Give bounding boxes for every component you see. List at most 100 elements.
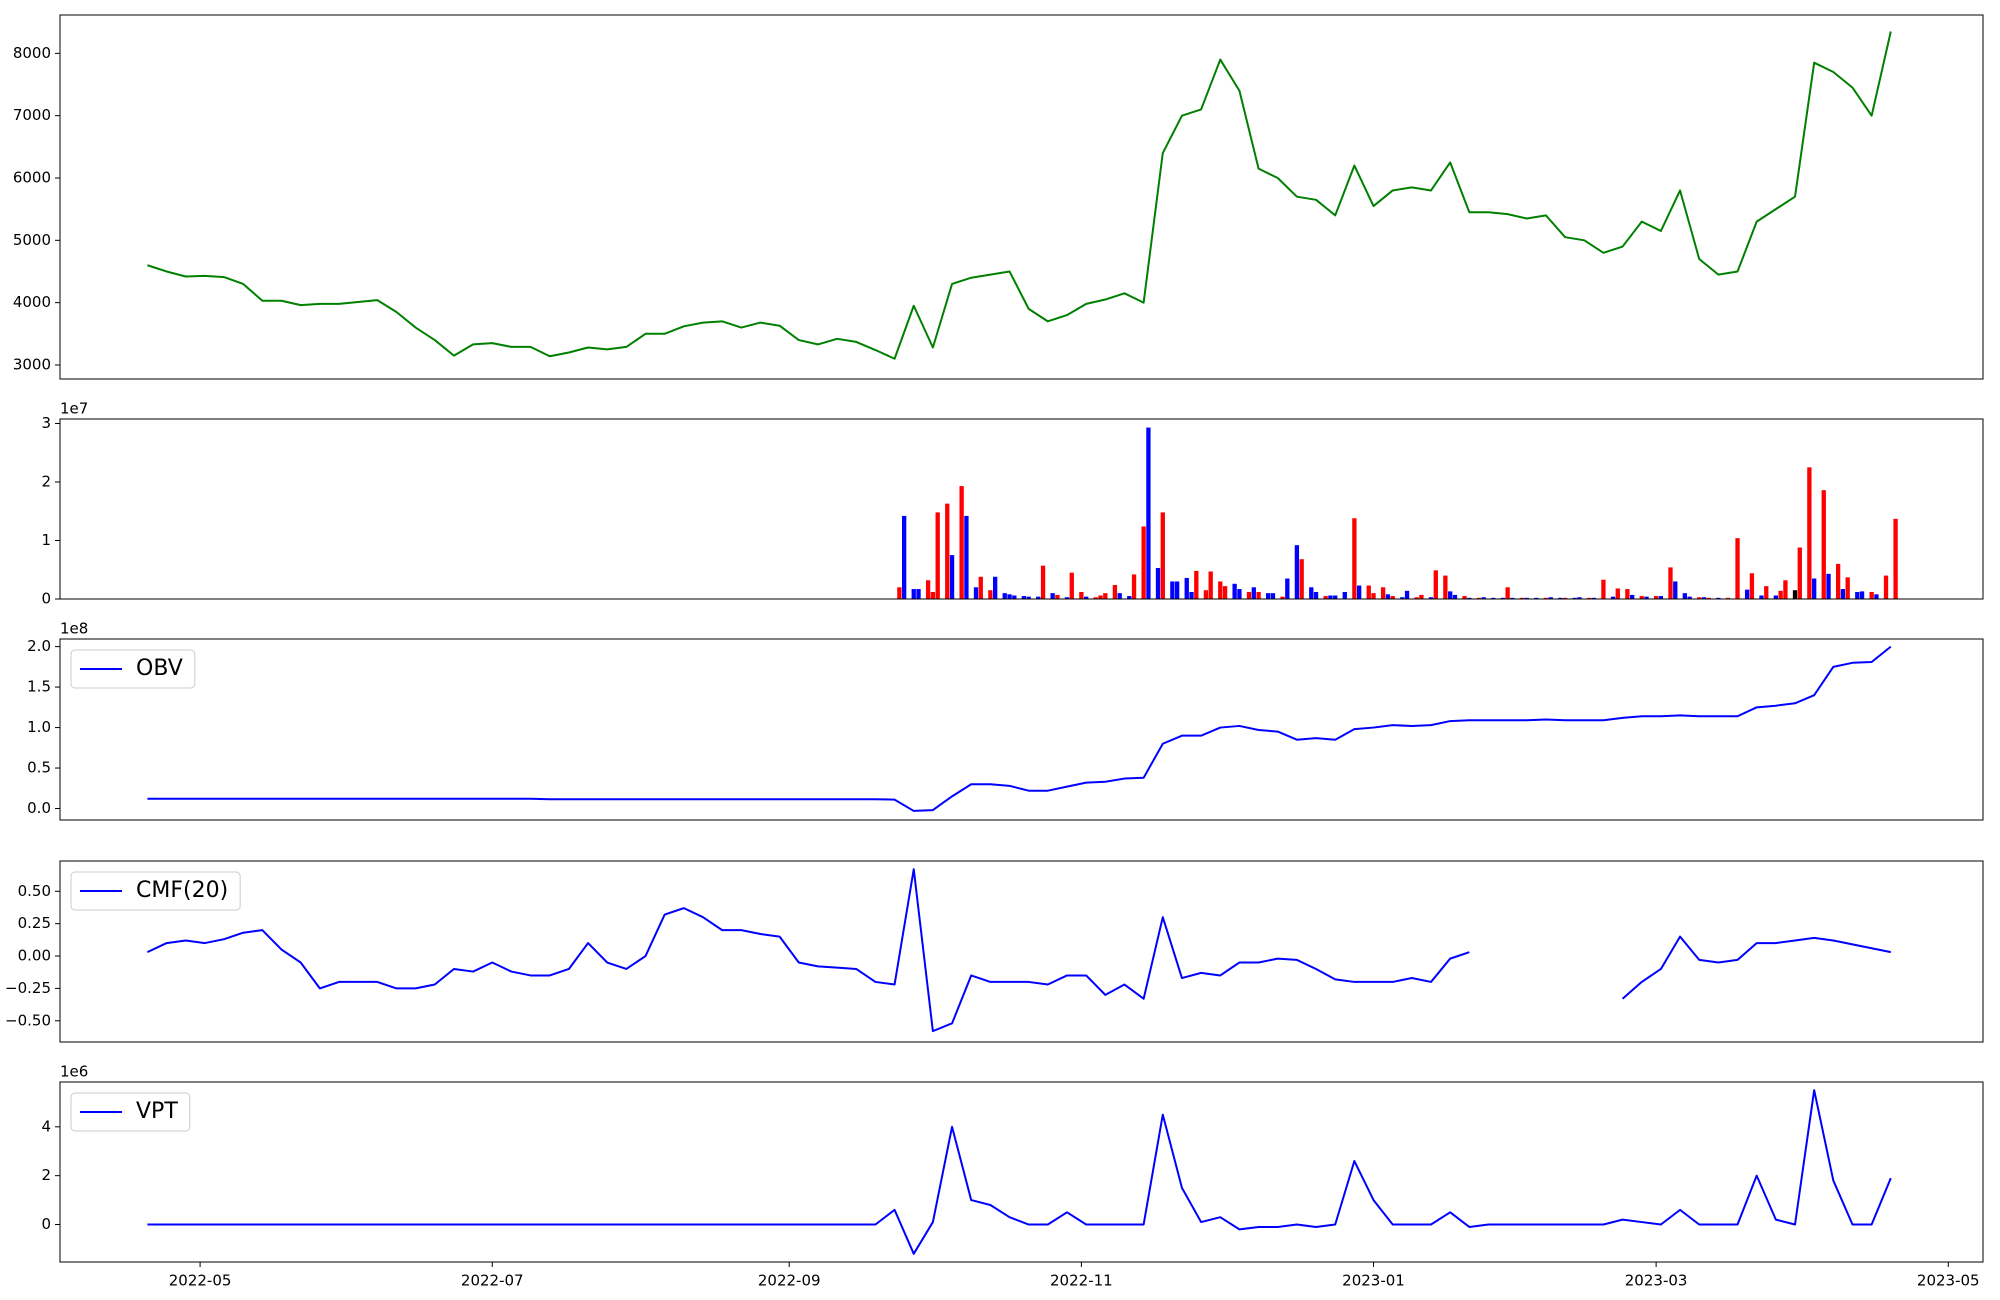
volume-bar — [1141, 526, 1146, 599]
volume-bar — [1778, 590, 1783, 599]
panel: 0 1 2 3 1e7 — [41, 400, 1984, 608]
axis-offset-text: 1e8 — [60, 620, 88, 638]
volume-bar — [1807, 467, 1812, 599]
volume-bar — [1309, 587, 1314, 599]
volume-bar — [1476, 597, 1482, 599]
volume-bar — [1127, 596, 1132, 599]
volume-bar — [1342, 591, 1347, 599]
panel: 0.0 0.5 1.0 1.5 2.0 1e8 OBV — [27, 620, 1984, 821]
y-tick-label: 1.0 — [27, 718, 51, 736]
volume-bar — [1357, 585, 1362, 599]
volume-bar — [1246, 591, 1252, 599]
volume-bar — [1644, 596, 1649, 599]
volume-bar — [1716, 597, 1721, 599]
volume-bar — [988, 590, 993, 599]
axes-frame — [59, 14, 1984, 380]
axes-frame — [59, 418, 1984, 600]
volume-bar — [1294, 545, 1300, 599]
volume-bar — [1462, 596, 1467, 599]
volume-bar — [1299, 559, 1304, 599]
line-series — [147, 31, 1892, 360]
volume-bar — [1170, 581, 1175, 599]
volume-bar — [930, 591, 936, 599]
x-tick-label: 2022-07 — [461, 1272, 524, 1290]
volume-bar — [1371, 593, 1376, 599]
volume-bar — [1385, 594, 1391, 599]
volume-bar — [935, 512, 940, 599]
y-tick-label: 0.5 — [27, 759, 51, 777]
volume-bar — [959, 486, 964, 599]
volume-bar — [1673, 581, 1678, 599]
volume-bar — [1366, 585, 1371, 599]
volume-bar — [1562, 597, 1568, 599]
axis-offset-text: 1e7 — [60, 400, 88, 418]
volume-bar — [1481, 597, 1486, 599]
volume-bar — [1184, 577, 1189, 599]
volume-bar — [1586, 597, 1592, 599]
volume-bar — [1840, 589, 1846, 599]
legend: OBV — [70, 649, 196, 689]
volume-bar — [1491, 597, 1496, 599]
volume-bar — [978, 576, 983, 599]
volume-bar — [1610, 596, 1616, 599]
volume-bar — [1203, 590, 1209, 599]
volume-bar — [1093, 597, 1098, 599]
y-tick-label: 2 — [41, 1166, 51, 1184]
volume-bar — [1251, 587, 1256, 599]
volume-bar — [1859, 591, 1865, 599]
x-tick-label: 2022-05 — [169, 1272, 232, 1290]
volume-bar — [1505, 587, 1510, 599]
volume-bar — [1050, 593, 1055, 599]
volume-bar — [1175, 581, 1180, 599]
y-tick-label: 0.00 — [18, 947, 51, 965]
y-tick-label: 7000 — [13, 106, 51, 124]
volume-bar — [945, 503, 950, 599]
y-tick-label: 0.25 — [18, 914, 51, 932]
volume-bar — [1232, 583, 1237, 599]
x-tick-label: 2023-05 — [1917, 1272, 1980, 1290]
volume-bar — [1433, 570, 1438, 599]
volume-bar — [1874, 594, 1879, 599]
volume-bar — [1792, 590, 1798, 599]
legend-label: CMF(20) — [136, 878, 228, 903]
y-tick-label: 0.50 — [18, 882, 51, 900]
volume-bar — [1630, 594, 1635, 599]
volume-bar — [1208, 571, 1213, 599]
volume-bar — [1419, 594, 1424, 599]
volume-bar — [1639, 596, 1644, 599]
volume-bar — [1759, 595, 1764, 599]
volume-bar — [1653, 596, 1659, 599]
volume-bar — [1036, 596, 1041, 599]
volume-bar — [1735, 538, 1740, 599]
y-tick-label: 0 — [41, 590, 51, 608]
volume-bar — [1333, 595, 1338, 599]
y-tick-label: 1 — [41, 531, 51, 549]
volume-bar — [1237, 589, 1242, 599]
volume-bar — [1601, 579, 1606, 599]
legend-label: VPT — [136, 1099, 178, 1124]
volume-bar — [1390, 596, 1395, 599]
volume-bar — [1812, 578, 1817, 599]
volume-bar — [1510, 597, 1515, 599]
y-tick-label: 3 — [41, 414, 51, 432]
volume-bar — [1855, 591, 1860, 599]
volume-bar — [1256, 591, 1261, 599]
volume-bar — [1131, 574, 1137, 599]
y-tick-label: 8000 — [13, 44, 51, 62]
volume-bar — [1821, 490, 1826, 599]
volume-bar — [1577, 597, 1582, 599]
volume-bar — [911, 589, 916, 599]
axes-frame — [59, 638, 1984, 821]
volume-bar — [1893, 518, 1898, 599]
volume-bar — [1160, 512, 1165, 599]
volume-bar — [1706, 597, 1711, 599]
volume-bar — [1103, 593, 1108, 599]
volume-bar — [1280, 596, 1285, 599]
volume-bar — [1218, 581, 1223, 599]
y-tick-label: 6000 — [13, 168, 51, 186]
volume-bar — [1323, 596, 1328, 599]
volume-bar — [1117, 593, 1122, 599]
line-series — [147, 1089, 1892, 1255]
volume-bar — [1835, 563, 1841, 599]
